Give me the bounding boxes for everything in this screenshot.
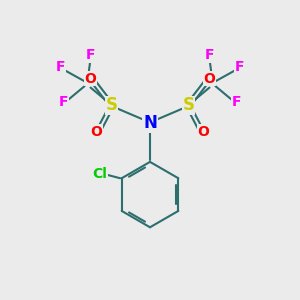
Text: O: O	[203, 72, 215, 86]
Text: F: F	[205, 48, 214, 62]
Text: O: O	[85, 72, 97, 86]
Text: F: F	[86, 48, 95, 62]
Text: S: S	[183, 96, 195, 114]
Text: F: F	[231, 95, 241, 110]
Text: O: O	[91, 125, 102, 139]
Text: O: O	[198, 125, 209, 139]
Text: N: N	[143, 114, 157, 132]
Text: S: S	[105, 96, 117, 114]
Text: F: F	[56, 60, 66, 74]
Text: Cl: Cl	[92, 167, 107, 181]
Text: F: F	[59, 95, 69, 110]
Text: F: F	[234, 60, 244, 74]
